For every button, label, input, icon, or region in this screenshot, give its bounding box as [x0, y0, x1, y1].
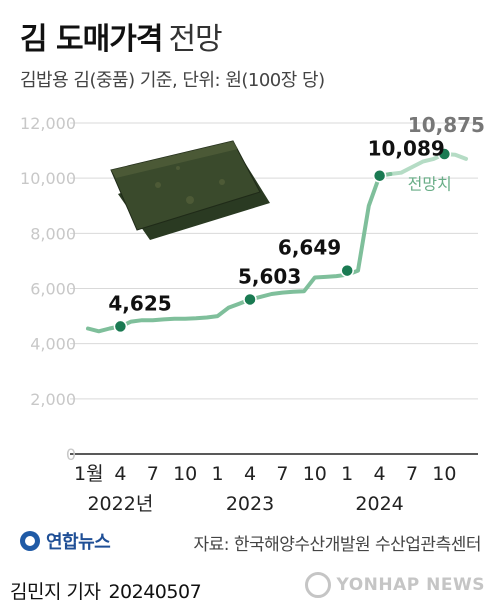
x-tick-label: 7	[276, 463, 288, 485]
data-label: 10,875	[408, 113, 485, 137]
data-label: 6,649	[278, 236, 341, 260]
y-tick-label: 12,000	[20, 114, 76, 133]
page-title: 김 도매가격 전망	[20, 14, 223, 58]
y-tick-label: 2,000	[30, 390, 76, 409]
x-tick-label: 1월	[74, 463, 104, 485]
data-point-marker	[243, 292, 257, 307]
yonhap-logo: 연합뉴스	[20, 528, 111, 554]
series-lines	[86, 152, 468, 334]
year-label: 2024	[355, 493, 403, 515]
data-point-marker	[113, 319, 128, 334]
y-tick-label: 6,000	[30, 280, 76, 299]
watermark-text: YONHAP NEWS	[336, 575, 485, 595]
logo-text: 연합뉴스	[46, 532, 111, 553]
x-tick-label: 4	[374, 463, 386, 485]
y-tick-label: 10,000	[20, 169, 76, 188]
data-point-marker	[437, 147, 452, 161]
x-tick-label: 7	[406, 463, 418, 485]
data-label: 4,625	[108, 291, 171, 315]
forecast-annotation: 전망치	[408, 175, 452, 194]
x-tick-label: 4	[114, 463, 126, 485]
y-tick-label: 0	[66, 445, 76, 464]
yonhap-watermark-icon	[304, 572, 331, 598]
source-note: 자료: 한국해양수산개발원 수산업관측센터	[193, 535, 481, 555]
data-label: 10,089	[368, 137, 445, 161]
data-label: 5,603	[238, 264, 301, 288]
data-point-marker	[372, 168, 387, 183]
x-tick-label: 7	[147, 463, 159, 485]
y-axis: 0 2,000 4,000 6,000 8,000 10,000 12,000	[20, 114, 76, 464]
x-tick-label: 10	[173, 463, 197, 485]
yonhap-logo-icon	[20, 531, 40, 551]
x-tick-label: 1	[212, 463, 224, 485]
reporter-name: 김민지 기자	[10, 581, 101, 603]
forecast-series-line	[388, 152, 468, 176]
seaweed-sheet-icon	[110, 140, 270, 240]
year-label: 2023	[226, 493, 274, 515]
byline: 김민지 기자 20240507	[10, 577, 202, 604]
y-tick-label: 8,000	[30, 224, 76, 243]
year-label: 2022년	[87, 493, 153, 515]
title-sub: 전망	[168, 22, 222, 57]
data-point-marker	[340, 263, 354, 278]
x-tick-label: 10	[303, 463, 327, 485]
x-tick-label: 1	[341, 463, 353, 485]
point-markers	[113, 147, 452, 334]
x-tick-label: 4	[244, 463, 256, 485]
actual-series-line	[86, 172, 393, 334]
publish-date: 20240507	[108, 581, 202, 603]
chart-subtitle: 김밥용 김(중품) 기준, 단위: 원(100장 당)	[20, 70, 325, 91]
watermark: YONHAP NEWS	[304, 572, 485, 598]
title-main: 김 도매가격	[20, 22, 163, 57]
y-tick-label: 4,000	[30, 335, 76, 354]
x-tick-label: 10	[432, 463, 456, 485]
